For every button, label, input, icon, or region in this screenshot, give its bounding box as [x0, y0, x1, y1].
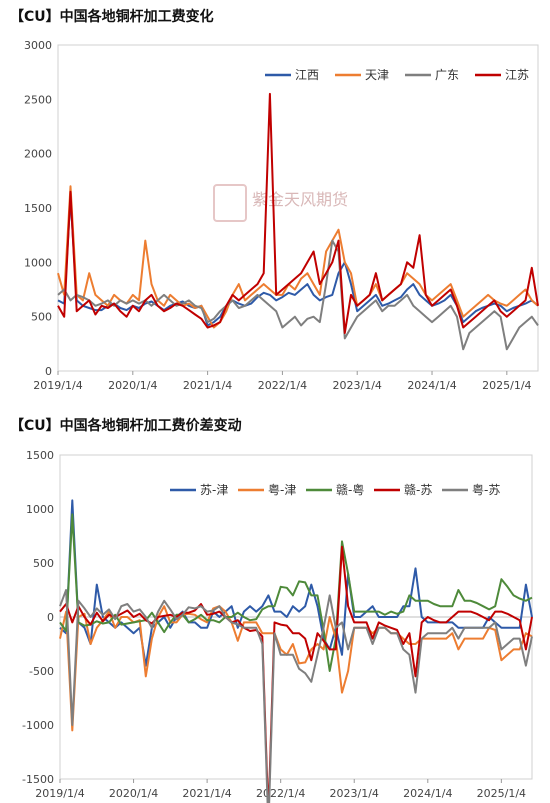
y-tick-label: 500 — [33, 557, 54, 570]
y-tick-label: -500 — [29, 665, 54, 678]
series-line-3 — [57, 239, 539, 351]
legend-label: 天津 — [365, 68, 389, 82]
series-line-2 — [59, 605, 533, 732]
y-tick-label: -1500 — [22, 773, 54, 786]
spread-chart: -1500 -1000 -500 0 500 1000 1500 2019/1/4 2020/1… — [22, 449, 533, 803]
legend-label: 江西 — [295, 68, 319, 82]
y-tick-label: 0 — [47, 611, 54, 624]
x-tick-label: 2020/1/4 — [108, 379, 157, 392]
series-line-1 — [57, 196, 539, 327]
x-tick-label: 2023/1/4 — [333, 379, 382, 392]
y-tick-label: 1000 — [26, 503, 54, 516]
y-tick-label: 1500 — [26, 449, 54, 462]
x-tick-label: 2022/1/4 — [258, 379, 307, 392]
x-tick-label: 2021/1/4 — [183, 379, 232, 392]
legend-label: 赣-苏 — [404, 483, 432, 497]
y-tick-label: 3000 — [24, 39, 52, 52]
watermark-logo — [213, 184, 247, 222]
x-tick-label: 2023/1/4 — [330, 787, 379, 800]
y-tick-label: -1000 — [22, 719, 54, 732]
watermark-text: 紫金天风期货 — [252, 190, 348, 209]
y-tick-label: 1000 — [24, 256, 52, 269]
processing-fee-chart: 0 500 1000 1500 2000 2500 3000 2019/1/4 2020/1/4… — [24, 39, 539, 392]
y-tick-label: 0 — [45, 365, 52, 378]
series-line-4 — [57, 92, 539, 334]
plot-area — [57, 44, 539, 372]
x-tick-label: 2024/1/4 — [403, 787, 452, 800]
x-tick-label: 2019/1/4 — [33, 379, 82, 392]
y-tick-label: 2500 — [24, 93, 52, 106]
y-tick-label: 2000 — [24, 148, 52, 161]
chart-title-spread: 【CU】中国各地铜杆加工费价差变动 — [10, 418, 242, 434]
x-tick-label: 2021/1/4 — [182, 787, 231, 800]
x-tick-label: 2022/1/4 — [256, 787, 305, 800]
x-tick-label: 2025/1/4 — [477, 787, 526, 800]
legend-label: 粤-苏 — [472, 482, 500, 497]
series-line-2 — [57, 185, 539, 329]
y-tick-label: 500 — [31, 311, 52, 324]
y-tick-label: 1500 — [24, 202, 52, 215]
legend-label: 赣-粤 — [336, 482, 364, 497]
x-tick-label: 2019/1/4 — [35, 787, 84, 800]
x-tick-label: 2024/1/4 — [407, 379, 456, 392]
series-line-5 — [59, 589, 533, 803]
chart-title-processing-fee: 【CU】中国各地铜杆加工费变化 — [10, 9, 214, 25]
legend-label: 苏-津 — [200, 483, 228, 497]
legend-label: 广东 — [435, 68, 459, 82]
legend-label: 粤-津 — [268, 482, 296, 497]
x-tick-label: 2020/1/4 — [109, 787, 158, 800]
series-line-4 — [59, 545, 533, 803]
x-tick-label: 2025/1/4 — [482, 379, 531, 392]
series-line-1 — [59, 499, 533, 667]
legend-label: 江苏 — [505, 68, 529, 82]
series-line-3 — [59, 513, 533, 672]
